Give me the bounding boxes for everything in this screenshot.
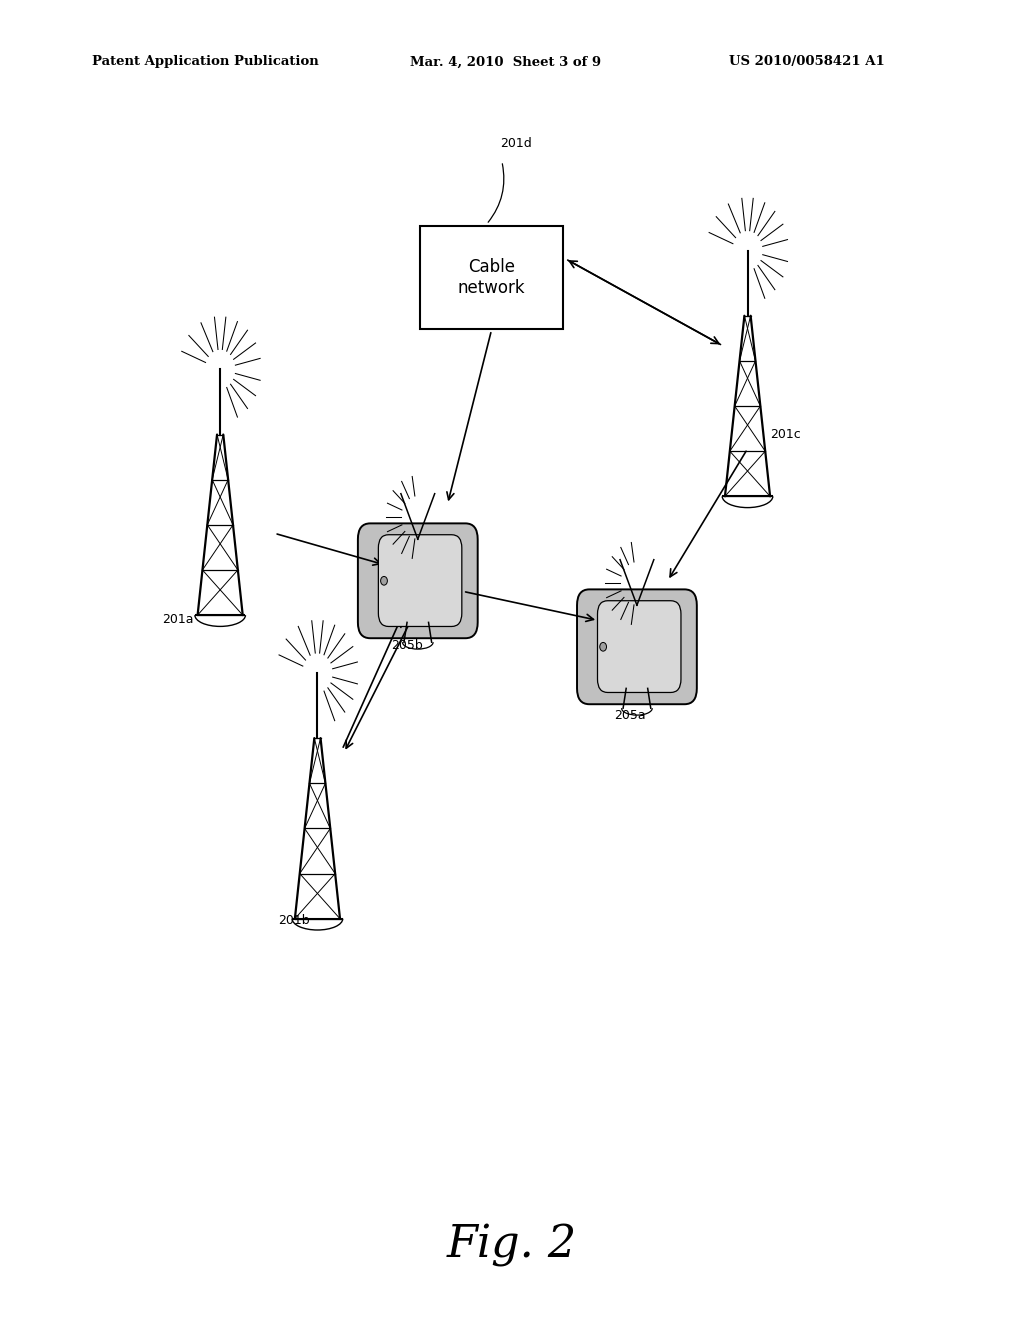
Text: Cable
network: Cable network [458,257,525,297]
Text: Fig. 2: Fig. 2 [446,1224,578,1267]
Bar [420,226,563,329]
Text: 201b: 201b [279,913,310,927]
Text: 201c: 201c [770,428,801,441]
Text: US 2010/0058421 A1: US 2010/0058421 A1 [729,55,885,69]
FancyBboxPatch shape [358,523,477,638]
Text: 201a: 201a [162,612,194,626]
FancyBboxPatch shape [598,601,681,693]
Text: 205b: 205b [391,639,423,652]
Text: Patent Application Publication: Patent Application Publication [92,55,318,69]
Ellipse shape [381,577,387,585]
Ellipse shape [600,643,606,651]
Text: Mar. 4, 2010  Sheet 3 of 9: Mar. 4, 2010 Sheet 3 of 9 [410,55,601,69]
FancyBboxPatch shape [378,535,462,627]
Text: 201d: 201d [500,137,531,150]
FancyBboxPatch shape [578,589,696,704]
Text: 205a: 205a [614,709,646,722]
